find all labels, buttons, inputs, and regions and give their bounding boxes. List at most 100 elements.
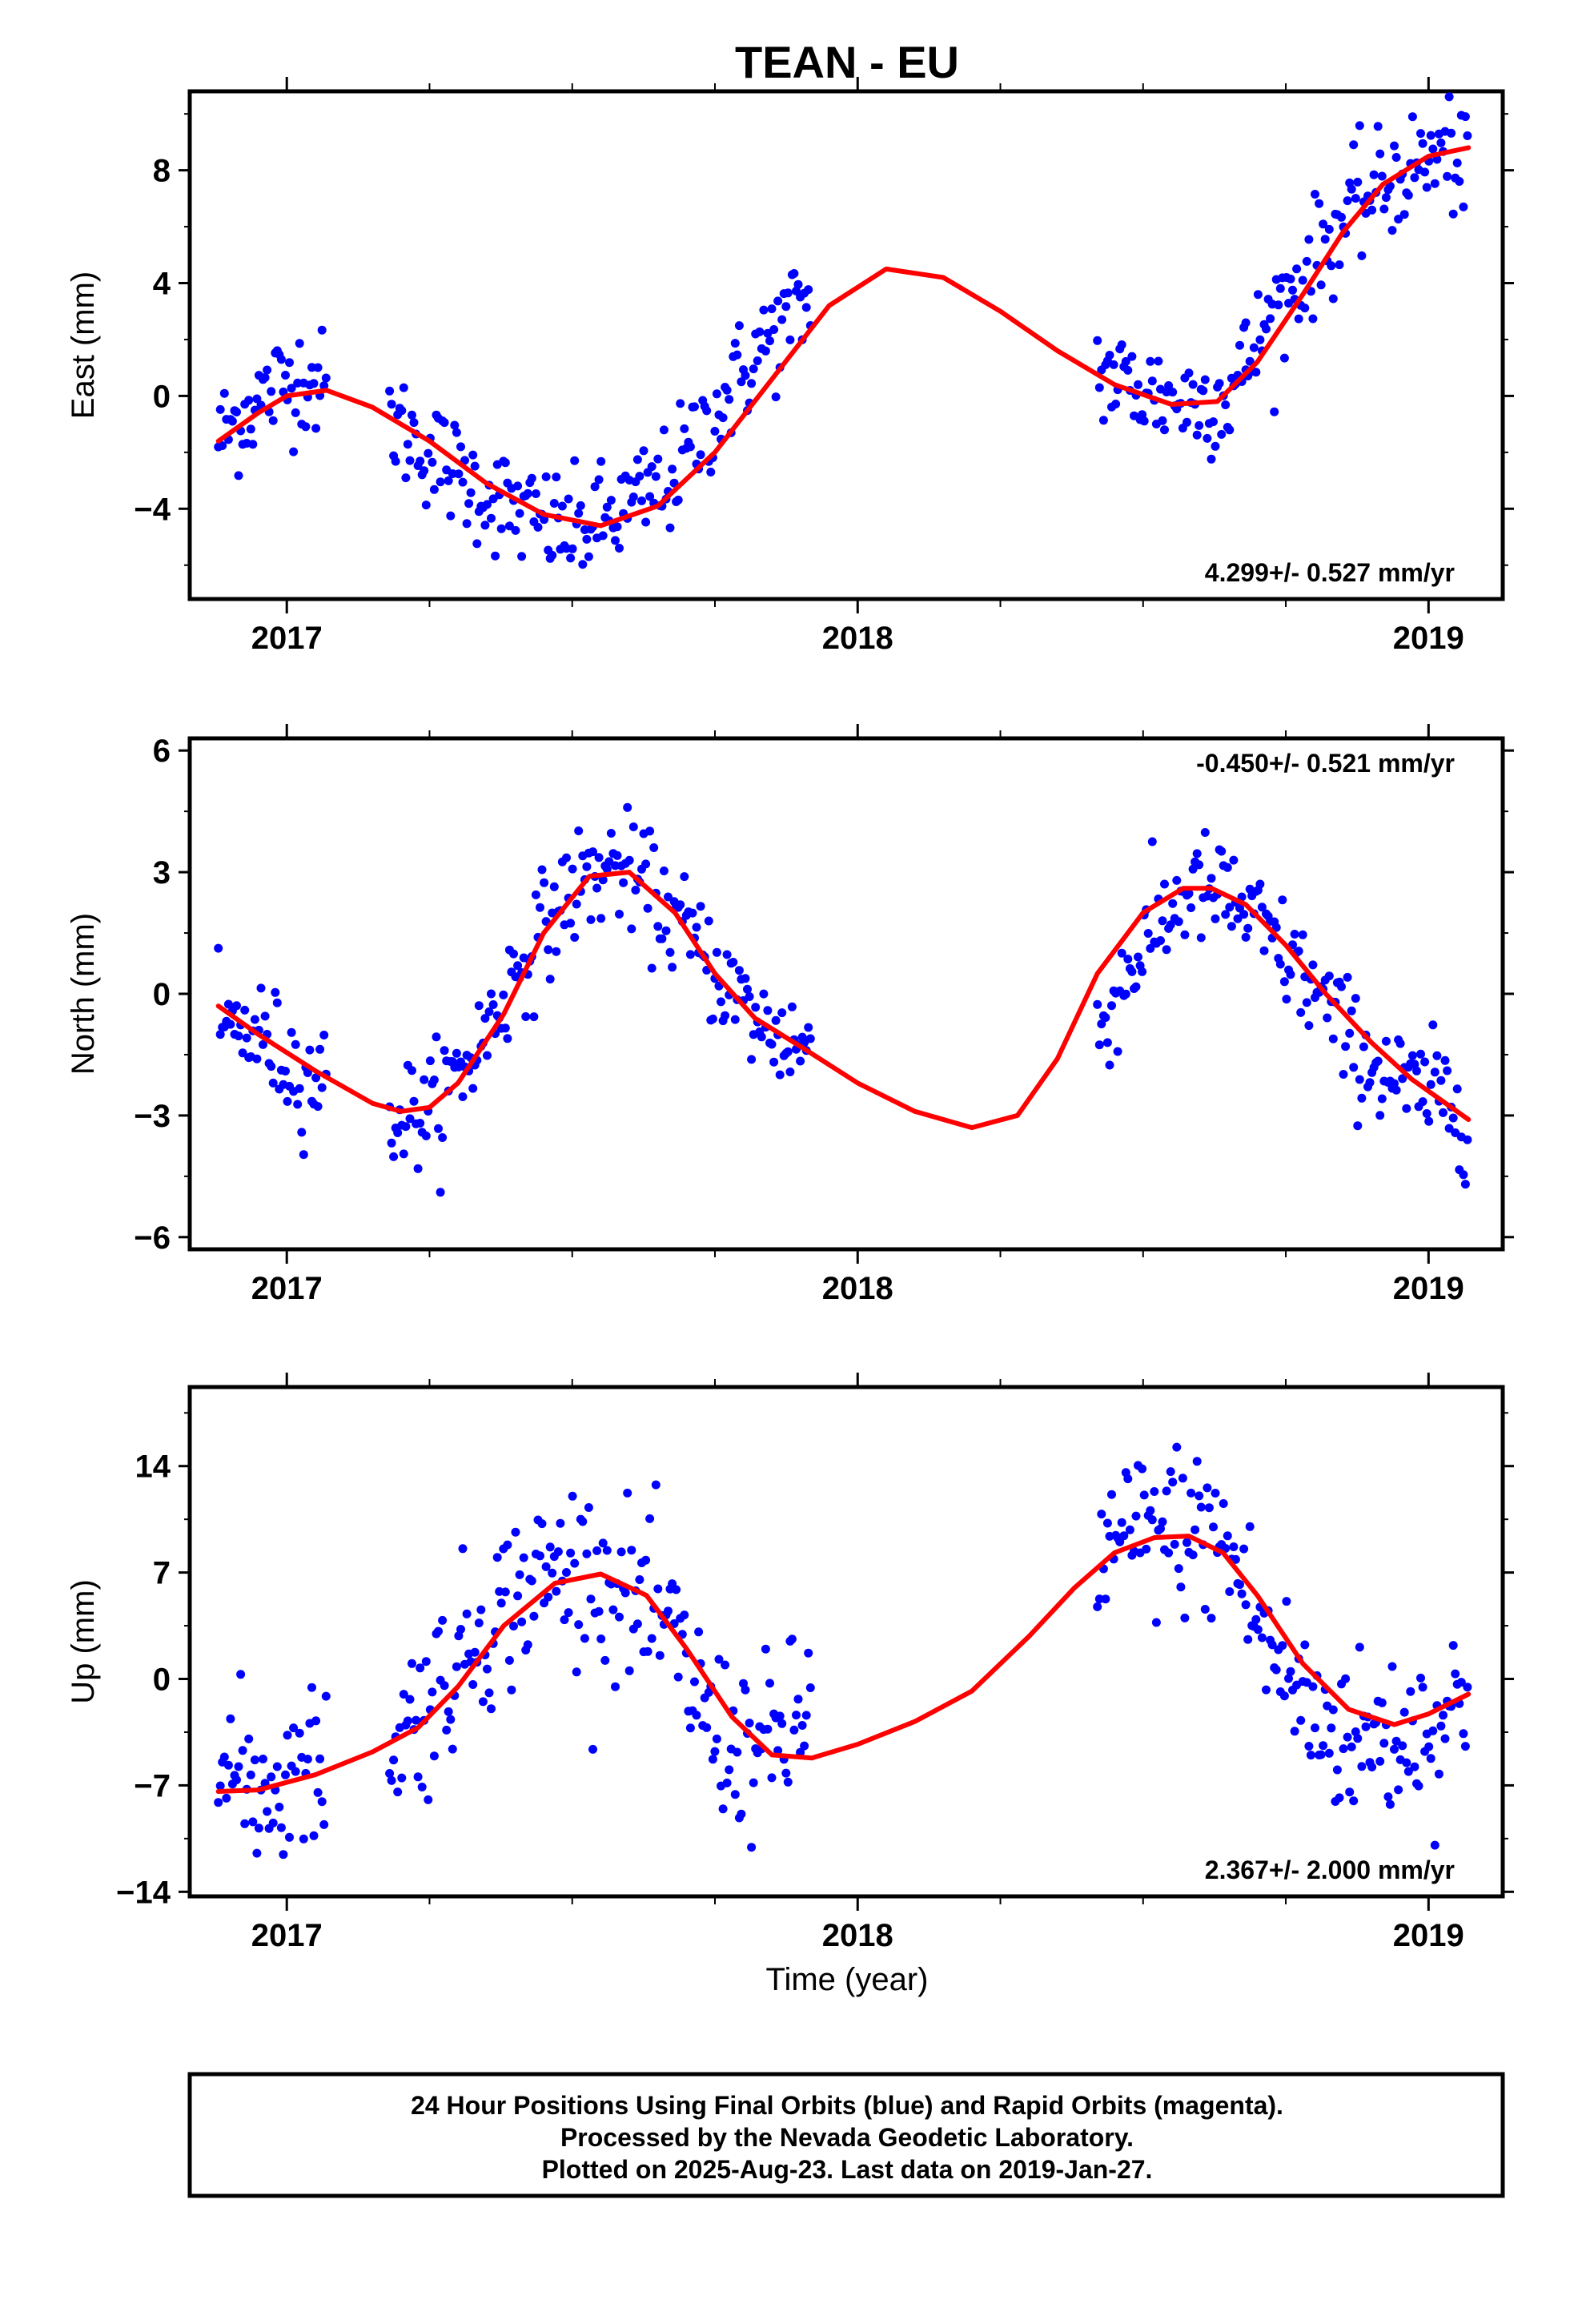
north-data-point [1233, 914, 1243, 923]
up-data-point [1367, 1763, 1377, 1771]
east-data-point [289, 447, 299, 456]
up-data-point [635, 1575, 644, 1584]
east-data-point [765, 336, 774, 346]
north-data-point [260, 1011, 270, 1021]
north-data-point [1308, 960, 1318, 970]
up-data-point [438, 1615, 448, 1625]
up-data-point [448, 1744, 457, 1754]
north-data-point [1207, 874, 1216, 883]
north-data-point [1428, 1020, 1438, 1030]
east-data-point [464, 499, 474, 509]
north-data-point [452, 1048, 461, 1058]
north-data-point [1217, 846, 1227, 856]
up-data-point [1196, 1502, 1206, 1512]
up-data-point [511, 1527, 520, 1537]
east-data-point [1184, 368, 1194, 378]
north-data-point [232, 1001, 241, 1011]
north-data-point [741, 974, 750, 983]
up-data-point [737, 1809, 746, 1819]
up-data-point [259, 1755, 267, 1763]
up-data-point [1186, 1488, 1196, 1498]
north-data-point [1143, 929, 1153, 938]
north-data-point [645, 826, 655, 836]
north-data-point [387, 1138, 396, 1148]
up-data-point [787, 1634, 797, 1644]
north-data-point [1339, 1070, 1348, 1079]
up-data-point [1180, 1613, 1190, 1622]
east-data-point [317, 325, 327, 335]
up-data-point [529, 1611, 539, 1621]
north-data-point [627, 924, 636, 934]
east-data-point [789, 269, 799, 278]
east-data-point [1270, 407, 1279, 416]
north-data-point [1138, 967, 1147, 976]
east-data-point [676, 399, 685, 408]
up-data-point [568, 1491, 577, 1501]
up-data-point [1097, 1510, 1106, 1519]
north-data-point [759, 989, 769, 999]
up-data-point [615, 1612, 624, 1622]
north-data-point [1391, 1085, 1401, 1095]
up-data-point [1150, 1487, 1159, 1496]
north-data-point [606, 829, 616, 838]
up-data-point [299, 1834, 308, 1844]
east-data-point [1455, 177, 1464, 186]
north-data-point [722, 950, 732, 959]
east-data-point [1300, 304, 1310, 313]
up-data-point [572, 1667, 581, 1677]
north-data-point [271, 987, 280, 997]
up-data-point [1353, 1734, 1363, 1743]
up-data-point [775, 1711, 785, 1721]
north-data-point [562, 853, 571, 862]
north-data-point [267, 1062, 276, 1072]
east-data-point [500, 458, 510, 468]
up-data-point [240, 1819, 250, 1828]
east-data-point [1225, 425, 1235, 435]
up-x-tick-label: 2017 [251, 1918, 323, 1953]
north-data-point [572, 899, 581, 909]
east-data-point [462, 519, 472, 529]
east-data-point [403, 440, 412, 449]
up-data-point [250, 1755, 259, 1765]
up-data-point [1125, 1525, 1134, 1534]
north-data-point [1337, 982, 1346, 991]
north-data-point [1259, 946, 1269, 955]
east-data-point [584, 552, 593, 561]
north-data-point [295, 1084, 304, 1093]
north-data-point [1093, 999, 1102, 1009]
up-data-point [647, 1634, 656, 1643]
up-data-point [214, 1798, 223, 1807]
north-data-point [425, 1056, 435, 1066]
east-data-point [450, 420, 460, 430]
up-data-point [718, 1804, 728, 1814]
east-data-point [1134, 380, 1142, 389]
up-data-point [1245, 1522, 1255, 1531]
up-data-point [468, 1680, 478, 1689]
up-data-point [417, 1783, 427, 1791]
up-data-point [1459, 1729, 1468, 1739]
up-data-point [767, 1773, 777, 1783]
north-data-point [1459, 1170, 1468, 1180]
up-data-point [281, 1770, 290, 1779]
east-data-point [480, 521, 490, 530]
up-data-point [586, 1594, 596, 1604]
up-data-point [507, 1685, 516, 1695]
east-data-point [541, 472, 551, 481]
east-data-point [1452, 159, 1462, 167]
up-data-point [1174, 1564, 1183, 1574]
up-data-point [1239, 1544, 1249, 1554]
north-data-point [536, 903, 544, 912]
up-data-point [313, 1787, 323, 1797]
north-data-point [624, 855, 634, 865]
east-data-point [761, 346, 770, 356]
up-data-point [1296, 1715, 1306, 1725]
east-data-point [576, 501, 585, 510]
up-data-point [1351, 1727, 1360, 1736]
north-data-point [1195, 860, 1204, 870]
north-data-point [529, 1012, 539, 1022]
east-data-point [574, 509, 584, 518]
up-data-point [800, 1741, 809, 1751]
up-data-point [1223, 1531, 1232, 1541]
east-data-point [615, 544, 624, 553]
north-data-point [240, 1005, 250, 1015]
